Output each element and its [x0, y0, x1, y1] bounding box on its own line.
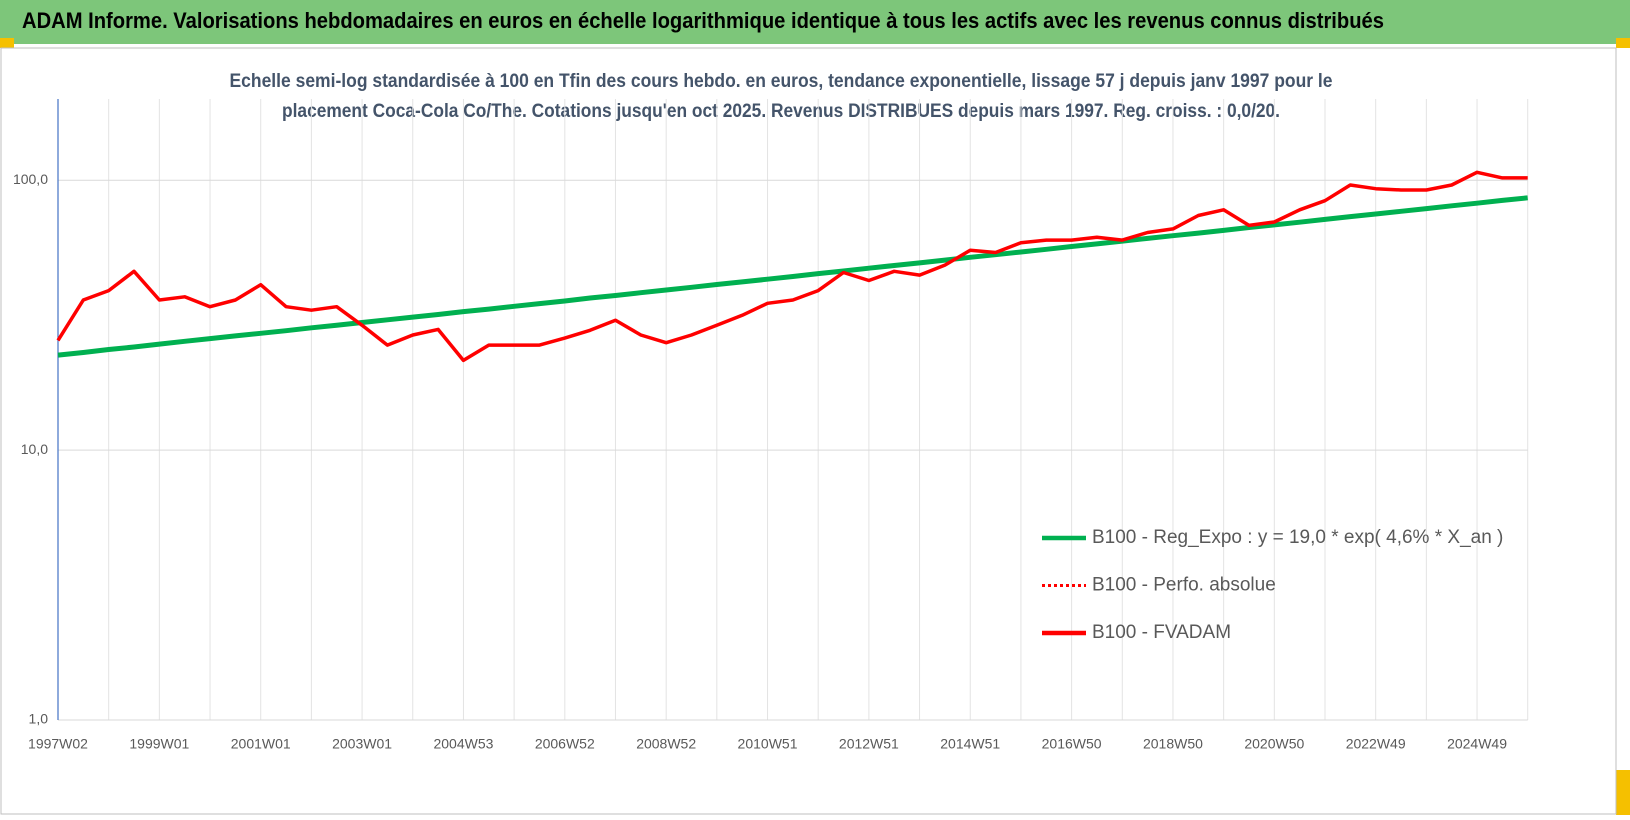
legend-label: B100 - Perfo. absolue [1092, 575, 1276, 596]
x-tick-label: 2012W51 [839, 736, 899, 752]
x-tick-label: 2003W01 [332, 736, 392, 752]
corner [1616, 38, 1630, 48]
x-tick-label: 1997W02 [28, 736, 88, 752]
corner [1616, 770, 1630, 815]
frame [0, 47, 1617, 815]
y-tick-label: 100,0 [13, 171, 48, 187]
series-line [57, 195, 1528, 358]
y-tick-label: 1,0 [29, 711, 49, 727]
y-tick-label: 10,0 [21, 441, 48, 457]
x-tick-label: 2016W50 [1042, 736, 1102, 752]
series-line [56, 170, 1528, 363]
subtitle: Echelle semi-log standardisée à 100 en T… [230, 71, 1333, 92]
chart-title: ADAM Informe. Valorisations hebdomadaire… [22, 8, 1384, 33]
x-tick-label: 2008W52 [636, 736, 696, 752]
x-tick-label: 1999W01 [129, 736, 189, 752]
x-tick-label: 2024W49 [1447, 736, 1507, 752]
x-tick-label: 2014W51 [940, 736, 1000, 752]
header-bar [0, 0, 1630, 44]
x-tick-label: 2022W49 [1346, 736, 1406, 752]
x-tick-label: 2004W53 [433, 736, 493, 752]
x-tick-label: 2018W50 [1143, 736, 1203, 752]
x-tick-label: 2010W51 [738, 736, 798, 752]
x-tick-label: 2001W01 [231, 736, 291, 752]
legend-label: B100 - Reg_Expo : y = 19,0 * exp( 4,6% *… [1092, 527, 1503, 548]
x-tick-label: 2006W52 [535, 736, 595, 752]
legend-label: B100 - FVADAM [1092, 622, 1231, 643]
x-tick-label: 2020W50 [1244, 736, 1304, 752]
corner [0, 38, 14, 48]
subtitle: placement Coca-Cola Co/The. Cotations ju… [282, 101, 1280, 122]
